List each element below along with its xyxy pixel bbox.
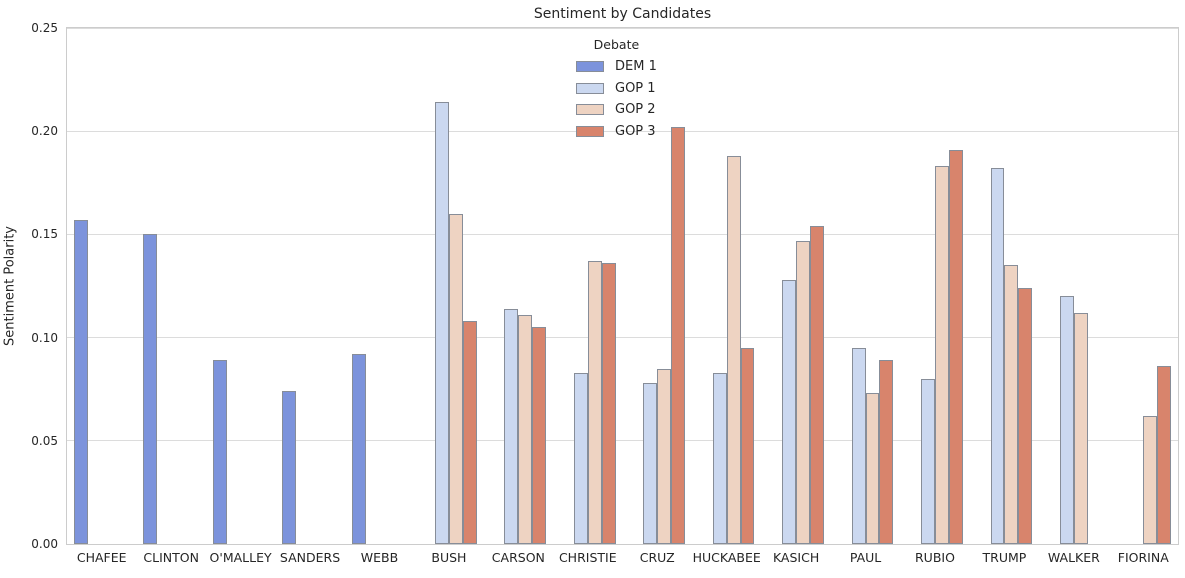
chart-title: Sentiment by Candidates [533, 6, 712, 22]
bar-paul-gop1 [851, 347, 866, 544]
bar-bush-gop2 [448, 213, 463, 544]
legend-label: GOP 2 [615, 102, 656, 118]
bar-cruz-gop3 [671, 127, 685, 544]
xtick-walker: WALKER [1047, 550, 1100, 565]
bar-trump-gop3 [1018, 288, 1033, 544]
gridline-0.15 [67, 233, 1178, 235]
bar-rubio-gop2 [934, 166, 949, 544]
bar-paul-gop3 [879, 360, 894, 544]
gridline-0.1 [67, 337, 1178, 339]
ytick-0.20: 0.20 [31, 124, 58, 139]
gridline-0.2 [67, 130, 1178, 132]
legend-title: Debate [593, 37, 640, 52]
legend-swatch-icon [576, 61, 604, 73]
bar-rubio-gop1 [921, 378, 935, 544]
ytick-0.05: 0.05 [31, 433, 58, 448]
ytick-0.00: 0.00 [31, 537, 58, 551]
legend-swatch-icon [576, 125, 604, 137]
xtick-fiorina: FIORINA [1117, 550, 1169, 565]
legend-entry-gop2: GOP 2 [576, 99, 657, 121]
xtick-trump: TRUMP [982, 550, 1027, 565]
bar-huckabee-gop3 [740, 347, 755, 544]
xtick-clinton: CLINTON [143, 550, 199, 565]
bar-cruz-gop2 [657, 368, 672, 544]
bar-bush-gop3 [462, 321, 477, 544]
xtick-omalley: O'MALLEY [209, 550, 272, 565]
bar-trump-gop1 [990, 168, 1005, 544]
gridline-0.25 [67, 27, 1178, 29]
bar-huckabee-gop2 [726, 155, 741, 544]
legend-entry-gop1: GOP 1 [576, 78, 657, 100]
bar-christie-gop3 [601, 263, 616, 544]
bar-kasich-gop3 [809, 226, 824, 544]
bar-omalley-dem1 [212, 360, 227, 544]
bar-webb-dem1 [351, 354, 366, 544]
gridline-0.05 [67, 440, 1178, 442]
xtick-rubio: RUBIO [915, 550, 955, 565]
bar-walker-gop1 [1059, 296, 1074, 544]
bar-christie-gop2 [587, 261, 602, 544]
plot-area: Debate DEM 1 GOP 1 GOP 2 GOP 3 [66, 27, 1179, 545]
bar-walker-gop2 [1073, 312, 1088, 544]
bar-paul-gop2 [865, 393, 880, 544]
bar-rubio-gop3 [948, 149, 963, 544]
xtick-huckabee: HUCKABEE [692, 550, 761, 565]
xtick-cruz: CRUZ [639, 550, 675, 565]
xtick-bush: BUSH [431, 550, 467, 565]
legend: Debate DEM 1 GOP 1 GOP 2 GOP 3 [576, 37, 657, 142]
bar-kasich-gop1 [782, 279, 797, 544]
bar-carson-gop2 [518, 314, 533, 544]
bar-sanders-dem1 [282, 391, 297, 544]
bar-trump-gop2 [1004, 265, 1019, 544]
bar-clinton-dem1 [143, 234, 158, 544]
xtick-kasich: KASICH [772, 550, 820, 565]
xtick-paul: PAUL [849, 550, 882, 565]
legend-swatch-icon [576, 104, 604, 116]
y-axis-label: Sentiment Polarity [2, 226, 18, 346]
legend-label: DEM 1 [615, 59, 657, 75]
bar-carson-gop3 [532, 327, 547, 544]
legend-entry-gop3: GOP 3 [576, 121, 657, 143]
xtick-chafee: CHAFEE [76, 550, 127, 565]
xtick-webb: WEBB [360, 550, 399, 565]
bar-huckabee-gop1 [712, 372, 727, 544]
legend-entries: DEM 1 GOP 1 GOP 2 GOP 3 [576, 56, 657, 142]
legend-swatch-icon [576, 82, 604, 94]
ytick-0.25: 0.25 [31, 21, 58, 35]
bar-chafee-dem1 [73, 219, 88, 544]
ytick-0.10: 0.10 [31, 330, 58, 345]
bar-bush-gop1 [435, 102, 449, 544]
xtick-sanders: SANDERS [279, 550, 341, 565]
bar-carson-gop1 [504, 308, 519, 544]
bar-fiorina-gop2 [1143, 416, 1158, 544]
xtick-christie: CHRISTIE [558, 550, 617, 565]
bar-kasich-gop2 [796, 240, 810, 544]
bar-christie-gop1 [573, 372, 588, 544]
legend-label: GOP 1 [615, 80, 656, 96]
legend-label: GOP 3 [615, 123, 656, 139]
xtick-carson: CARSON [491, 550, 545, 565]
ytick-0.15: 0.15 [31, 227, 58, 242]
bar-cruz-gop1 [643, 383, 658, 544]
bar-fiorina-gop3 [1157, 366, 1172, 544]
legend-entry-dem1: DEM 1 [576, 56, 657, 78]
